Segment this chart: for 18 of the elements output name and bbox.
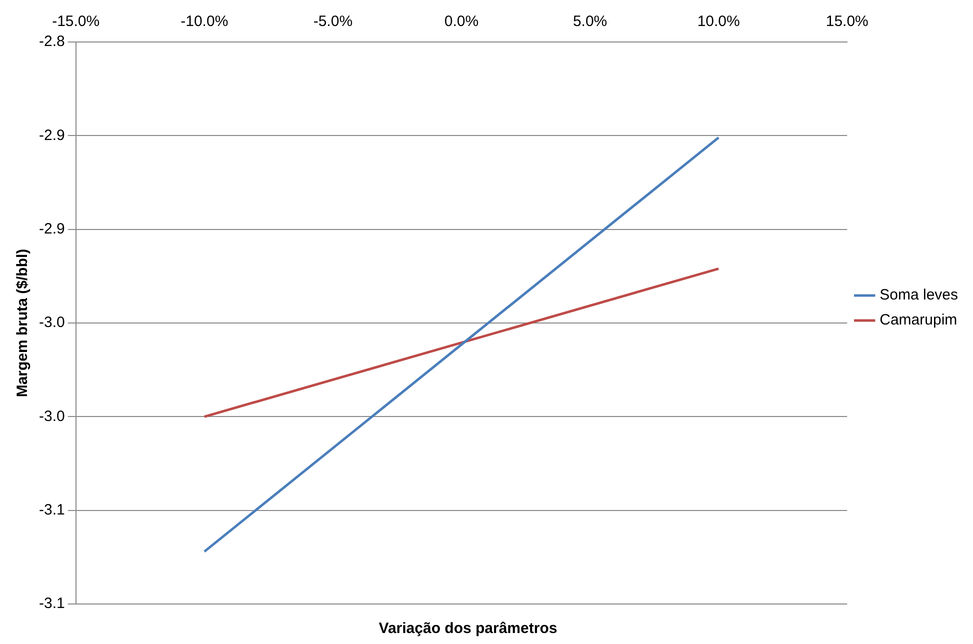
y-tick-label: -2.9 <box>38 220 65 238</box>
x-tick-label: -5.0% <box>313 13 353 30</box>
legend-label: Camarupim <box>880 312 958 329</box>
x-tick-label: 10.0% <box>697 13 740 30</box>
y-tick-label: -2.9 <box>38 126 65 144</box>
x-axis-title: Variação dos parâmetros <box>378 620 558 637</box>
y-tick-label: -3.1 <box>38 595 65 612</box>
x-tick-label: 0.0% <box>444 13 479 30</box>
y-tick-label: -2.8 <box>38 33 65 50</box>
y-tick-label: -3.0 <box>38 408 65 425</box>
x-tick-label: -15.0% <box>52 13 100 30</box>
y-tick-label: -3.1 <box>38 501 65 518</box>
y-tick-label: -3.0 <box>38 314 65 332</box>
x-tick-label: 15.0% <box>826 13 868 30</box>
x-tick-label: 5.0% <box>572 13 608 30</box>
y-axis-title: Margem bruta ($/bbl) <box>14 248 32 398</box>
x-tick-label: -10.0% <box>180 13 228 30</box>
legend-label: Soma leves <box>880 286 958 304</box>
